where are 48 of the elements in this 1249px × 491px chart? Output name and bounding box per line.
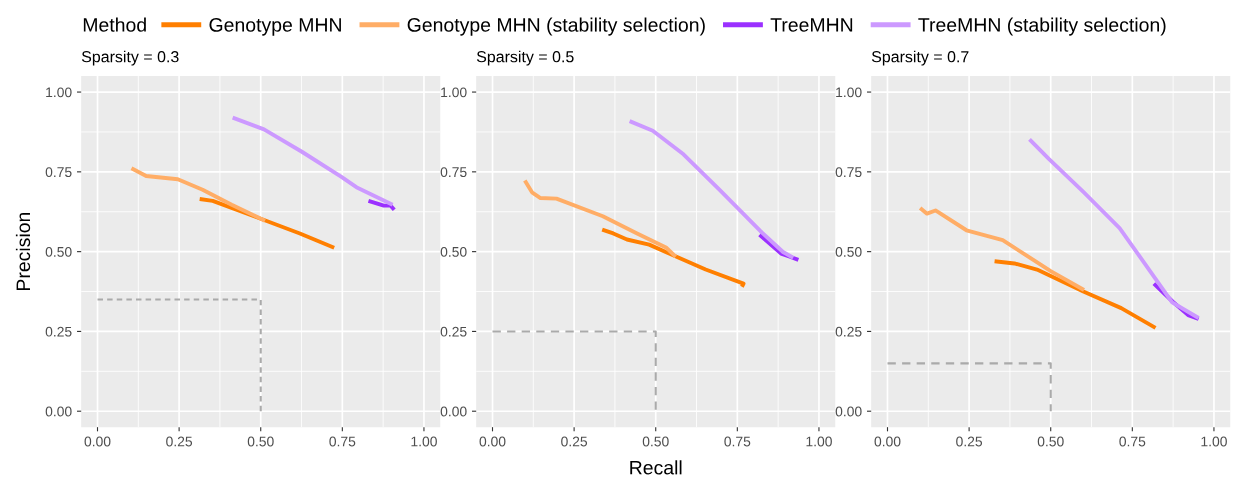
y-tick-label: 0.75 [45,167,72,178]
legend-label: Genotype MHN (stability selection) [407,17,705,36]
x-tick-label: 0.00 [479,436,506,447]
x-tick-label: 0.50 [1037,436,1064,447]
y-tick-label: 0.25 [45,326,72,337]
y-tick-label: 1.00 [441,87,467,98]
y-tick-label: 0.25 [835,326,862,337]
line-series [918,205,1086,292]
y-tick-label: 0.00 [835,406,862,417]
line-series [522,178,678,259]
x-tick-label: 0.25 [956,436,983,447]
line-series [992,259,1158,330]
line-series [600,227,746,289]
x-tick-label: 0.25 [561,436,588,447]
y-tick-label: 0.00 [440,406,467,417]
legend-label: TreeMHN [770,18,853,32]
x-tick-label: 0.50 [247,436,274,447]
y-tick-label: 0.50 [45,246,72,257]
legend-label: TreeMHN (stability selection) [918,17,1166,36]
y-tick-label: 0.75 [835,167,862,178]
line-series [627,119,796,260]
y-tick-label: 0.25 [440,326,467,337]
y-tick-label: 0.75 [440,167,467,178]
legend-label: Genotype MHN [209,18,341,36]
x-axis-title: Recall [630,460,682,475]
y-tick-label: 0.50 [440,246,467,257]
x-tick-label: 0.75 [329,436,356,447]
chart-title: Sparsity = 0.7 [871,50,969,66]
x-tick-label: 1.00 [1201,436,1227,447]
x-tick-label: 0.00 [84,436,111,447]
line-series [1027,137,1201,320]
y-tick-label: 1.00 [46,87,72,98]
y-axis-title: Precision [15,212,31,291]
line-series [129,166,267,223]
x-tick-label: 0.75 [1119,436,1146,447]
chart-title: Sparsity = 0.3 [81,50,179,66]
x-tick-label: 0.50 [642,436,669,447]
x-tick-label: 1.00 [411,436,437,447]
y-tick-label: 0.00 [45,406,72,417]
x-tick-label: 0.25 [166,436,193,447]
legend-title: Method [83,17,146,32]
y-tick-label: 0.50 [835,246,862,257]
chart-title: Sparsity = 0.5 [476,50,574,66]
x-tick-label: 1.00 [806,436,832,447]
x-tick-label: 0.00 [874,436,901,447]
y-tick-label: 1.00 [836,87,862,98]
line-series [230,115,395,207]
x-tick-label: 0.75 [724,436,751,447]
